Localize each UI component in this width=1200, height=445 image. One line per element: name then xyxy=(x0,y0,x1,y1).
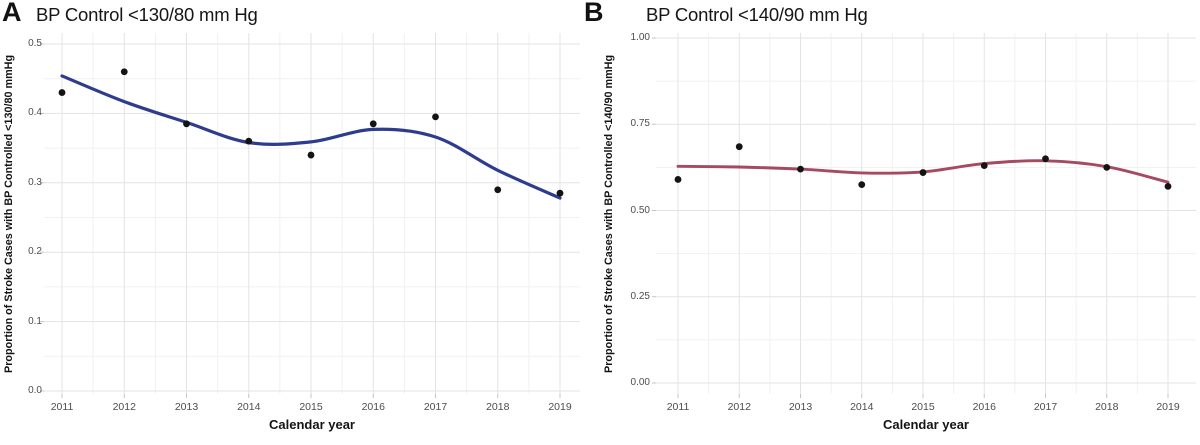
data-point xyxy=(245,137,253,145)
panel-a-x-axis-label: Calendar year xyxy=(269,417,355,432)
panel-b-y-tick-label: 0.50 xyxy=(630,204,650,216)
panel-b-y-tick-label: 0.25 xyxy=(630,290,650,302)
panel-a-tag: A xyxy=(2,0,21,27)
data-point xyxy=(58,89,66,96)
data-point xyxy=(183,120,190,128)
data-point xyxy=(494,186,502,194)
data-point xyxy=(674,176,682,183)
panel-b-x-tick-label: 2012 xyxy=(727,401,751,413)
panel-a-x-tick-label: 2017 xyxy=(423,401,448,413)
panel-a-x-tick-label: 2016 xyxy=(361,401,385,413)
panel-a-x-tick-label: 2012 xyxy=(112,401,136,413)
panel-b-y-tick-label: 0.00 xyxy=(630,377,650,388)
panel-b-x-tick-label: 2018 xyxy=(1095,401,1119,413)
panel-b-y-tick-label: 1.00 xyxy=(630,32,650,43)
panel-a-x-tick-label: 2011 xyxy=(50,401,74,413)
panel-a-y-tick-label: 0.0 xyxy=(28,385,42,396)
data-point xyxy=(1103,163,1111,171)
panel-a-y-tick-label: 0.3 xyxy=(28,176,42,188)
panel-a-x-tick-label: 2015 xyxy=(299,401,323,413)
panel-a-x-tick-label: 2014 xyxy=(237,401,261,413)
data-point xyxy=(797,165,804,173)
panel-b-title: BP Control <140/90 mm Hg xyxy=(646,4,868,25)
panel-a-y-tick-label: 0.2 xyxy=(28,246,42,258)
panel-a-y-axis-label: Proportion of Stroke Cases with BP Contr… xyxy=(3,54,15,374)
data-point xyxy=(432,113,439,121)
smooth-trend-line xyxy=(60,74,562,200)
panel-b-x-tick-label: 2019 xyxy=(1156,401,1180,413)
panel-a-y-tick-label: 0.5 xyxy=(28,38,42,49)
data-point xyxy=(369,120,377,128)
data-point xyxy=(980,162,988,170)
panel-b-x-tick-label: 2011 xyxy=(666,401,690,413)
panel-b-x-tick-label: 2015 xyxy=(911,401,935,413)
data-point xyxy=(556,189,564,197)
panel-b-x-tick-label: 2016 xyxy=(972,401,996,413)
data-point xyxy=(120,68,128,76)
panel-a-x-tick-label: 2013 xyxy=(174,401,199,413)
panel-a-x-tick-label: 2019 xyxy=(548,401,572,413)
data-point xyxy=(1164,182,1172,190)
data-point xyxy=(307,151,315,159)
panel-b-x-tick-label: 2014 xyxy=(850,401,874,413)
panel-a-y-tick-label: 0.4 xyxy=(28,107,42,119)
panel-b-x-axis-label: Calendar year xyxy=(883,417,969,432)
data-point xyxy=(858,181,866,189)
panel-b-y-tick-label: 0.75 xyxy=(630,118,650,130)
panel-b-tag: B xyxy=(584,0,603,27)
panel-b-x-tick-label: 2013 xyxy=(788,401,813,413)
panel-b-x-tick-label: 2017 xyxy=(1033,401,1058,413)
data-point xyxy=(919,169,927,176)
panel-a-y-tick-label: 0.1 xyxy=(28,315,42,327)
data-point xyxy=(1042,155,1049,163)
panel-a-x-tick-label: 2018 xyxy=(486,401,510,413)
panel-b-y-axis-label: Proportion of Stroke Cases with BP Contr… xyxy=(603,54,615,374)
panel-a-title: BP Control <130/80 mm Hg xyxy=(36,4,258,25)
data-point xyxy=(735,143,743,151)
